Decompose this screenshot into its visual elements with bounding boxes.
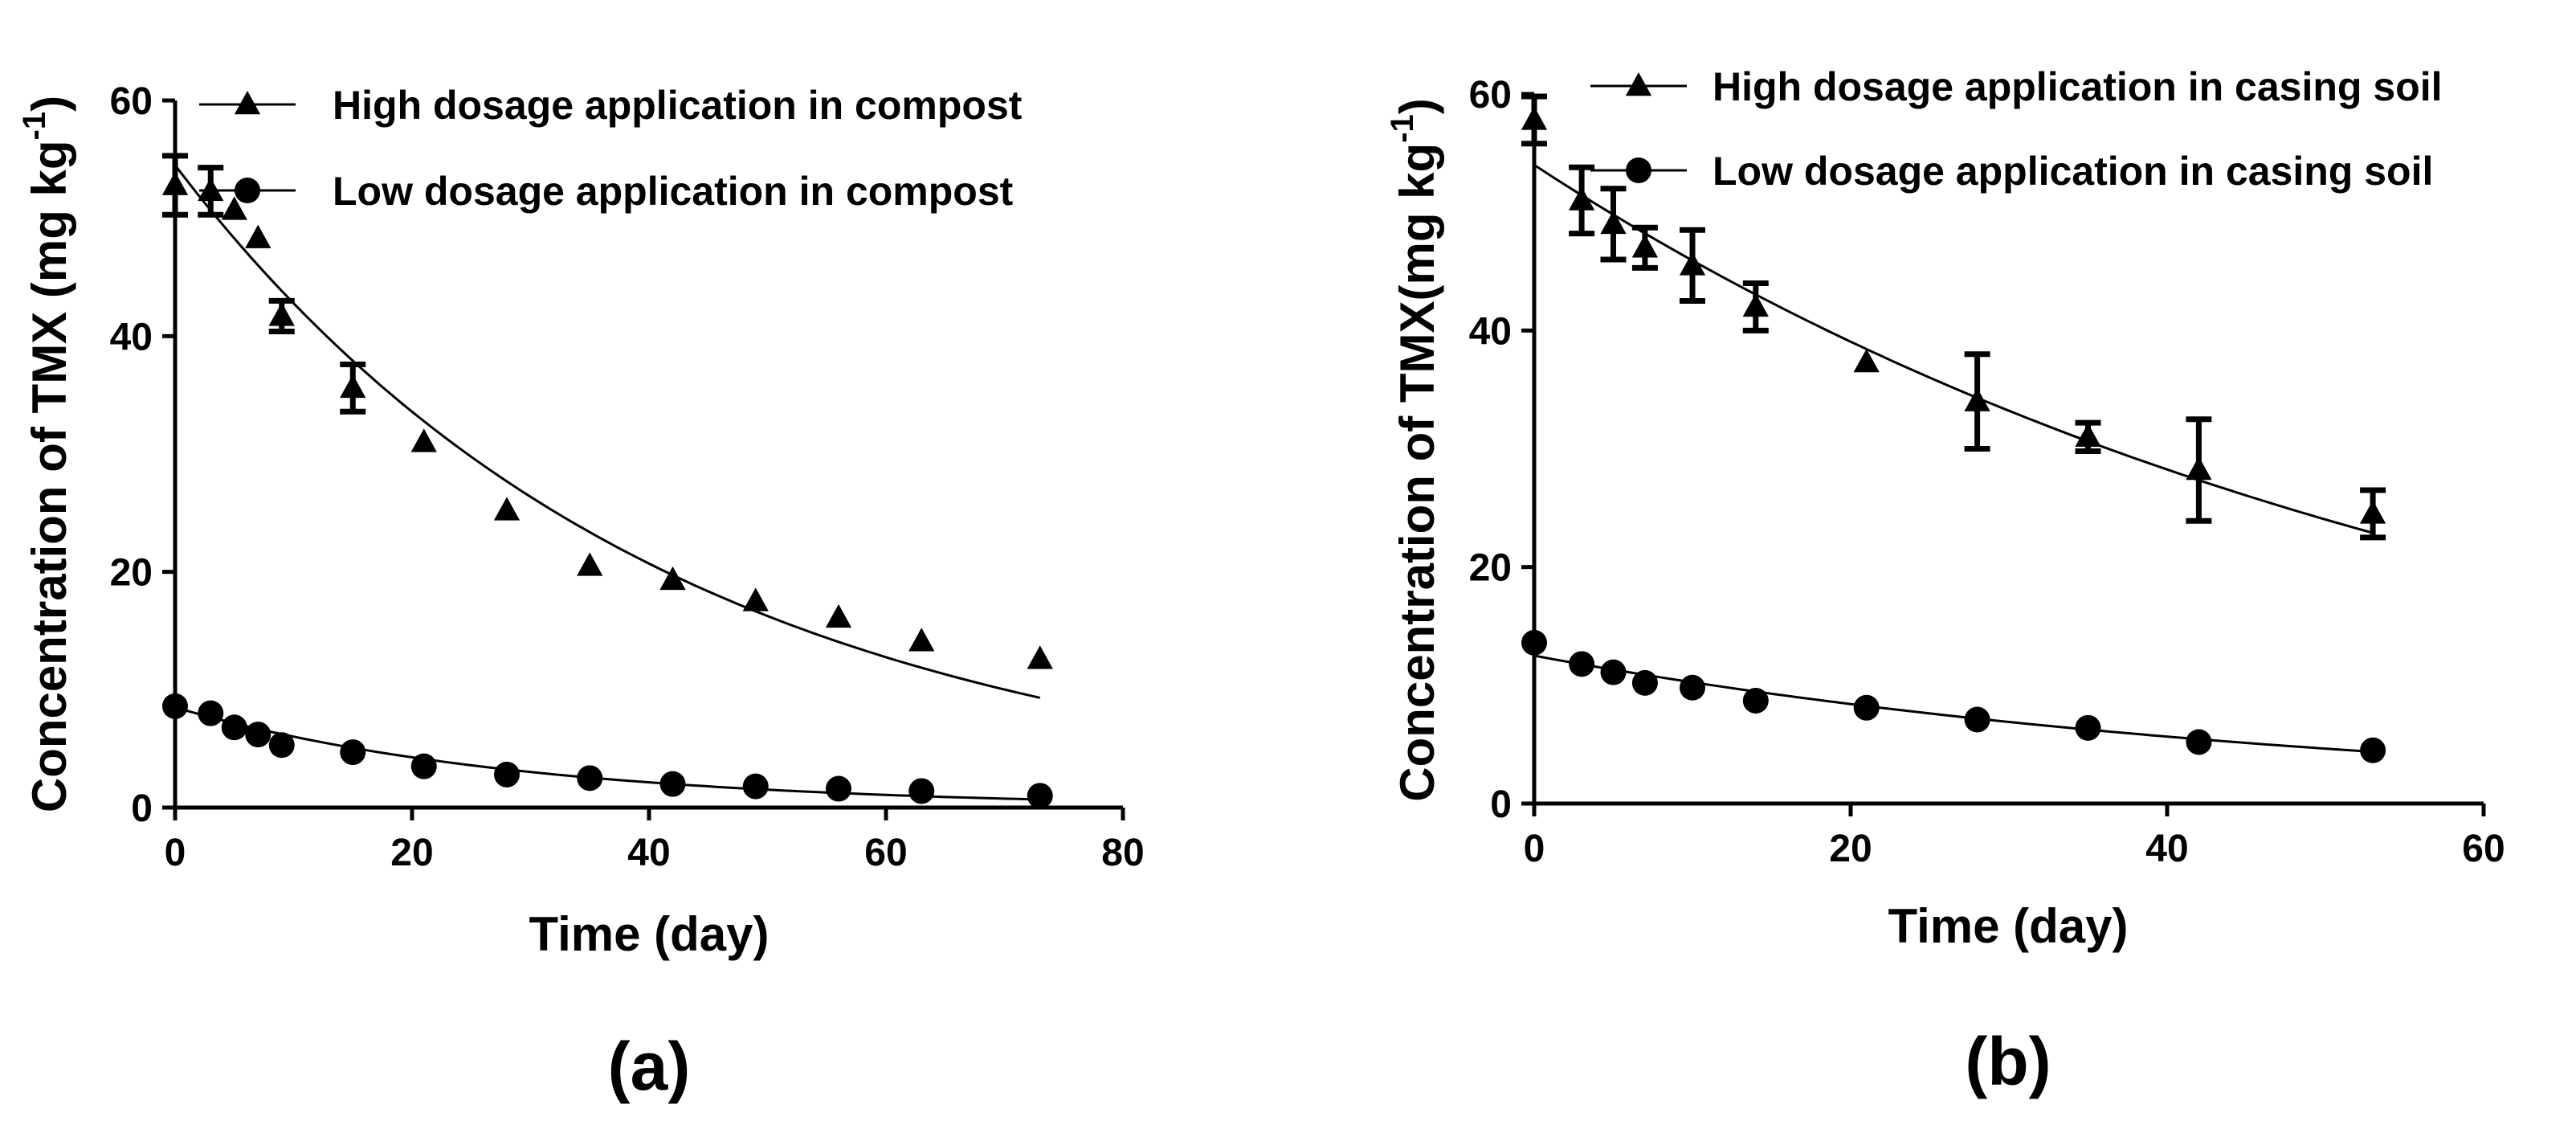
data-point-circle: [221, 714, 247, 741]
x-tick-label: 60: [2462, 828, 2505, 870]
data-point-triangle: [2359, 500, 2386, 524]
data-point-circle: [1027, 783, 1053, 809]
x-tick-label: 0: [165, 832, 186, 874]
y-tick-label: 40: [110, 316, 153, 358]
y-axis-title-superscript: -1: [1385, 114, 1420, 143]
y-axis-title: Concentration of TMX (mg kg-1): [17, 96, 76, 812]
data-point-triangle: [1027, 645, 1053, 669]
data-point-triangle: [825, 603, 852, 628]
legend-label: High dosage application in casing soil: [1713, 64, 2442, 109]
data-point-circle: [908, 778, 935, 804]
data-point-circle: [577, 765, 603, 791]
data-point-circle: [268, 732, 295, 759]
data-point-triangle: [577, 552, 603, 576]
data-point-triangle: [659, 566, 686, 591]
fit-curve-triangle: [174, 164, 1041, 699]
legend-circle-icon: [1626, 157, 1651, 183]
y-tick-label: 20: [110, 552, 153, 595]
fit-curve-circle: [1533, 654, 2374, 754]
x-axis-title: Time (day): [529, 907, 770, 961]
chart-panel-b: 0 20 40 60 0 20 40 60 Time (day) Concentration of…: [1385, 64, 2505, 1099]
legend-triangle-icon: [1625, 72, 1652, 96]
data-point-circle: [1680, 674, 1705, 701]
data-point-circle: [659, 771, 686, 797]
y-tick-label: 60: [1469, 74, 1512, 117]
y-axis-title-main: Concentration of TMX (mg kg: [22, 140, 76, 812]
data-point-triangle: [1521, 106, 1548, 130]
fit-curve-circle: [174, 706, 1040, 801]
data-point-circle: [494, 761, 520, 787]
data-point-triangle: [1964, 387, 1990, 411]
panel-label: (b): [1965, 1024, 2051, 1099]
y-tick-label: 40: [1469, 310, 1512, 353]
data-point-circle: [2360, 737, 2386, 763]
legend-label: Low dosage application in compost: [333, 169, 1014, 214]
x-tick-label: 40: [627, 832, 670, 874]
data-point-circle: [1742, 687, 1769, 714]
x-tick-label: 40: [2145, 828, 2188, 870]
legend-entry: Low dosage application in compost: [199, 169, 1014, 214]
data-point-circle: [1569, 651, 1595, 677]
data-point-circle: [2075, 714, 2101, 741]
data-point-triangle: [1679, 252, 1706, 276]
data-point-triangle: [410, 428, 437, 452]
y-tick-label: 0: [1490, 783, 1512, 826]
data-point-triangle: [161, 171, 189, 195]
data-point-triangle: [742, 587, 769, 611]
data-point-circle: [340, 739, 366, 766]
data-point-triangle: [1853, 349, 1880, 373]
data-point-triangle: [1568, 186, 1595, 211]
data-point-triangle: [908, 628, 935, 652]
data-point-triangle: [1600, 210, 1627, 235]
data-point-circle: [198, 700, 224, 726]
data-point-circle: [162, 693, 188, 719]
data-point-triangle: [2186, 456, 2212, 481]
x-axis-title: Time (day): [1888, 899, 2129, 953]
data-point-circle: [410, 753, 437, 779]
legend-entry: High dosage application in casing soil: [1590, 64, 2442, 109]
data-point-circle: [826, 775, 851, 802]
y-tick-label: 60: [110, 80, 153, 123]
legend-entry: Low dosage application in casing soil: [1590, 149, 2433, 194]
y-tick-label: 20: [1469, 547, 1512, 590]
data-point-circle: [245, 722, 271, 748]
data-point-circle: [1521, 629, 1547, 656]
x-tick-label: 20: [1829, 828, 1872, 870]
x-tick-label: 60: [864, 832, 907, 874]
legend-circle-icon: [235, 178, 260, 203]
chart-panel-a: 0 20 40 60 0 20 40 60 80 Time (day) Concentration …: [17, 80, 1145, 1104]
data-point-circle: [1964, 706, 1990, 733]
legend-label: Low dosage application in casing soil: [1713, 149, 2433, 194]
legend-entry: High dosage application in compost: [199, 83, 1023, 128]
data-point-triangle: [1742, 292, 1769, 317]
y-axis-title: Concentration of TMX(mg kg-1): [1385, 98, 1444, 802]
data-point-circle: [2186, 729, 2212, 755]
fit-curve-triangle: [1533, 164, 2374, 534]
data-point-triangle: [493, 497, 521, 521]
data-point-circle: [742, 773, 769, 800]
data-point-triangle: [2075, 423, 2101, 448]
data-point-triangle: [340, 374, 366, 399]
data-point-circle: [1600, 659, 1627, 685]
y-tick-label: 0: [131, 787, 153, 830]
y-axis-title-close: ): [1390, 98, 1444, 114]
x-tick-label: 20: [390, 832, 433, 874]
x-tick-label: 80: [1101, 832, 1144, 874]
y-axis-title-close: ): [22, 96, 76, 112]
legend-triangle-icon: [234, 91, 261, 115]
data-point-triangle: [268, 302, 295, 326]
data-point-circle: [1631, 669, 1658, 696]
data-point-triangle: [221, 196, 247, 220]
y-axis-title-superscript: -1: [17, 112, 52, 141]
data-point-circle: [1853, 694, 1880, 721]
legend-label: High dosage application in compost: [333, 83, 1023, 128]
data-point-triangle: [245, 224, 271, 248]
data-point-triangle: [1631, 234, 1659, 258]
panel-label: (a): [608, 1029, 691, 1104]
x-tick-label: 0: [1524, 828, 1545, 870]
y-axis-title-main: Concentration of TMX(mg kg: [1390, 143, 1444, 802]
